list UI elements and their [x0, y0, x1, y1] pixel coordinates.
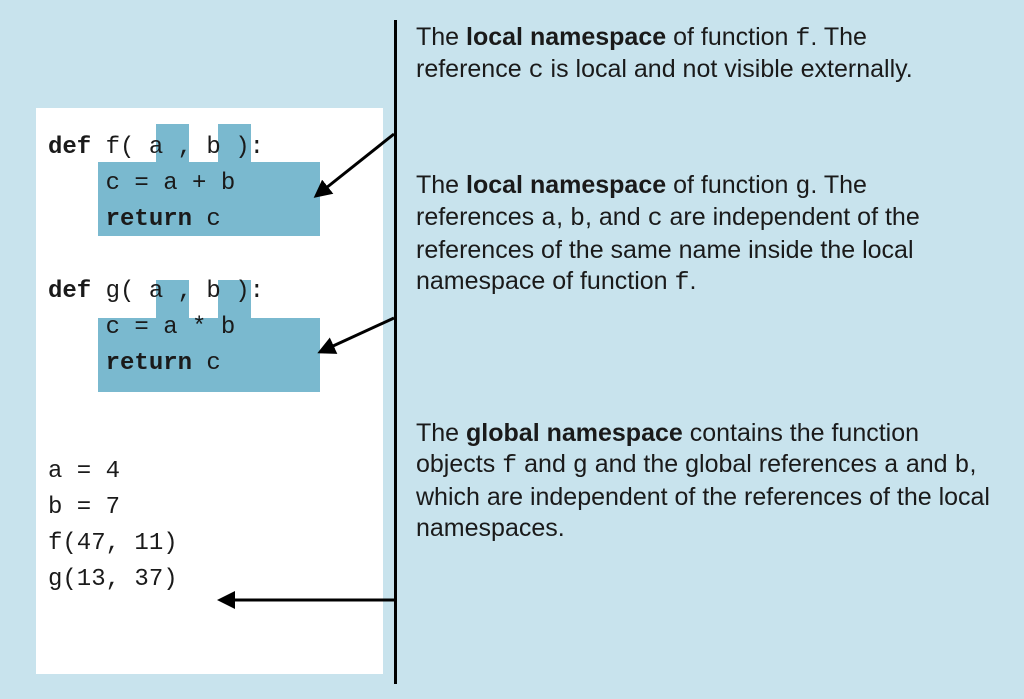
arrow-1 [316, 134, 394, 196]
arrow-2 [320, 318, 394, 352]
arrows-layer [0, 0, 1024, 699]
diagram-canvas: def f( a , b ): c = a + b return c def g… [0, 0, 1024, 699]
